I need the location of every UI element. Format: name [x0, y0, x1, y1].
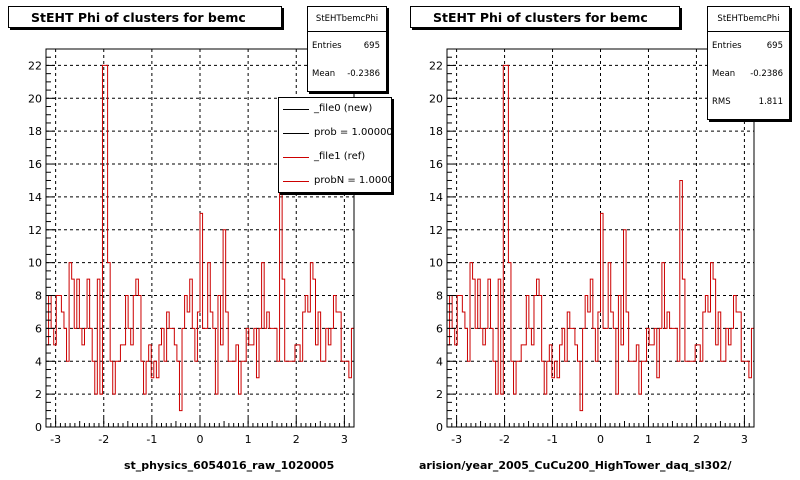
y-tick-label: 10: [28, 257, 42, 270]
y-tick-label: 18: [429, 125, 443, 138]
histogram-series: [446, 64, 755, 427]
histogram-title-right: StEHT Phi of clusters for bemc: [410, 6, 680, 28]
x-tick-label: 1: [645, 433, 652, 446]
y-tick-label: 18: [28, 125, 42, 138]
stats-value: -0.2386: [347, 69, 380, 79]
y-tick-label: 6: [35, 322, 42, 335]
y-tick-label: 12: [429, 224, 443, 237]
legend-entry: _file0 (new): [279, 98, 391, 122]
stats-name: StEHTbemcPhi: [308, 7, 386, 32]
stats-box-right: StEHTbemcPhi Entries 695 Mean -0.2386 RM…: [707, 6, 790, 120]
x-tick-label: 1: [245, 433, 252, 446]
x-axis-label-left: st_physics_6054016_raw_1020005: [124, 459, 335, 472]
y-tick-label: 8: [35, 290, 42, 303]
y-tick-label: 20: [28, 92, 42, 105]
stats-value: 695: [766, 41, 783, 51]
x-tick-label: 0: [597, 433, 604, 446]
legend-line: [283, 133, 309, 134]
legend-line: [283, 157, 309, 158]
x-tick-label: -1: [146, 433, 157, 446]
x-tick-label: -3: [50, 433, 61, 446]
legend-entry: probN = 1.000000: [279, 170, 391, 192]
x-tick-label: -3: [451, 433, 462, 446]
stats-entries: Entries 695: [708, 32, 789, 60]
legend-label: prob = 1.000000: [314, 127, 392, 138]
x-axis-label-right: arision/year_2005_CuCu200_HighTower_daq_…: [419, 459, 732, 472]
stats-label: RMS: [712, 97, 731, 107]
y-tick-label: 10: [429, 257, 443, 270]
stats-value: 1.811: [758, 97, 783, 107]
legend-entry: _file1 (ref): [279, 146, 391, 170]
stats-rms: RMS 1.811: [708, 88, 789, 116]
stats-label: Entries: [312, 41, 342, 51]
stats-label: Mean: [712, 69, 736, 79]
y-tick-label: 2: [35, 388, 42, 401]
y-tick-label: 2: [436, 388, 443, 401]
stats-name: StEHTbemcPhi: [708, 7, 789, 32]
y-tick-label: 6: [436, 322, 443, 335]
x-tick-label: 0: [197, 433, 204, 446]
histogram-series: [45, 64, 355, 427]
y-tick-label: 16: [429, 158, 443, 171]
stats-value: -0.2386: [750, 69, 783, 79]
y-tick-label: 22: [28, 59, 42, 72]
y-tick-label: 4: [35, 355, 42, 368]
stats-mean: Mean -0.2386: [308, 60, 386, 88]
legend-box: _file0 (new) prob = 1.000000 _file1 (ref…: [278, 97, 392, 193]
x-tick-label: 2: [293, 433, 300, 446]
y-tick-label: 0: [436, 421, 443, 434]
stats-box-left: StEHTbemcPhi Entries 695 Mean -0.2386: [307, 6, 387, 92]
stats-label: Mean: [312, 69, 336, 79]
legend-label: _file0 (new): [314, 103, 373, 114]
stats-value: 695: [363, 41, 380, 51]
y-tick-label: 14: [429, 191, 443, 204]
y-tick-label: 8: [436, 290, 443, 303]
y-tick-label: 22: [429, 59, 443, 72]
histogram-title-left: StEHT Phi of clusters for bemc: [8, 6, 282, 28]
x-tick-label: 2: [693, 433, 700, 446]
x-tick-label: 3: [341, 433, 348, 446]
legend-entry: prob = 1.000000: [279, 122, 391, 146]
y-tick-label: 20: [429, 92, 443, 105]
x-tick-label: -2: [98, 433, 109, 446]
stats-entries: Entries 695: [308, 32, 386, 60]
stats-label: Entries: [712, 41, 742, 51]
legend-label: probN = 1.000000: [314, 175, 391, 186]
legend-label: _file1 (ref): [314, 151, 366, 162]
stats-mean: Mean -0.2386: [708, 60, 789, 88]
x-tick-label: -2: [499, 433, 510, 446]
legend-line: [283, 109, 309, 110]
y-tick-label: 4: [436, 355, 443, 368]
y-tick-label: 0: [35, 421, 42, 434]
y-tick-label: 16: [28, 158, 42, 171]
x-tick-label: 3: [741, 433, 748, 446]
legend-line: [283, 181, 309, 182]
x-tick-label: -1: [547, 433, 558, 446]
y-tick-label: 14: [28, 191, 42, 204]
y-tick-label: 12: [28, 224, 42, 237]
